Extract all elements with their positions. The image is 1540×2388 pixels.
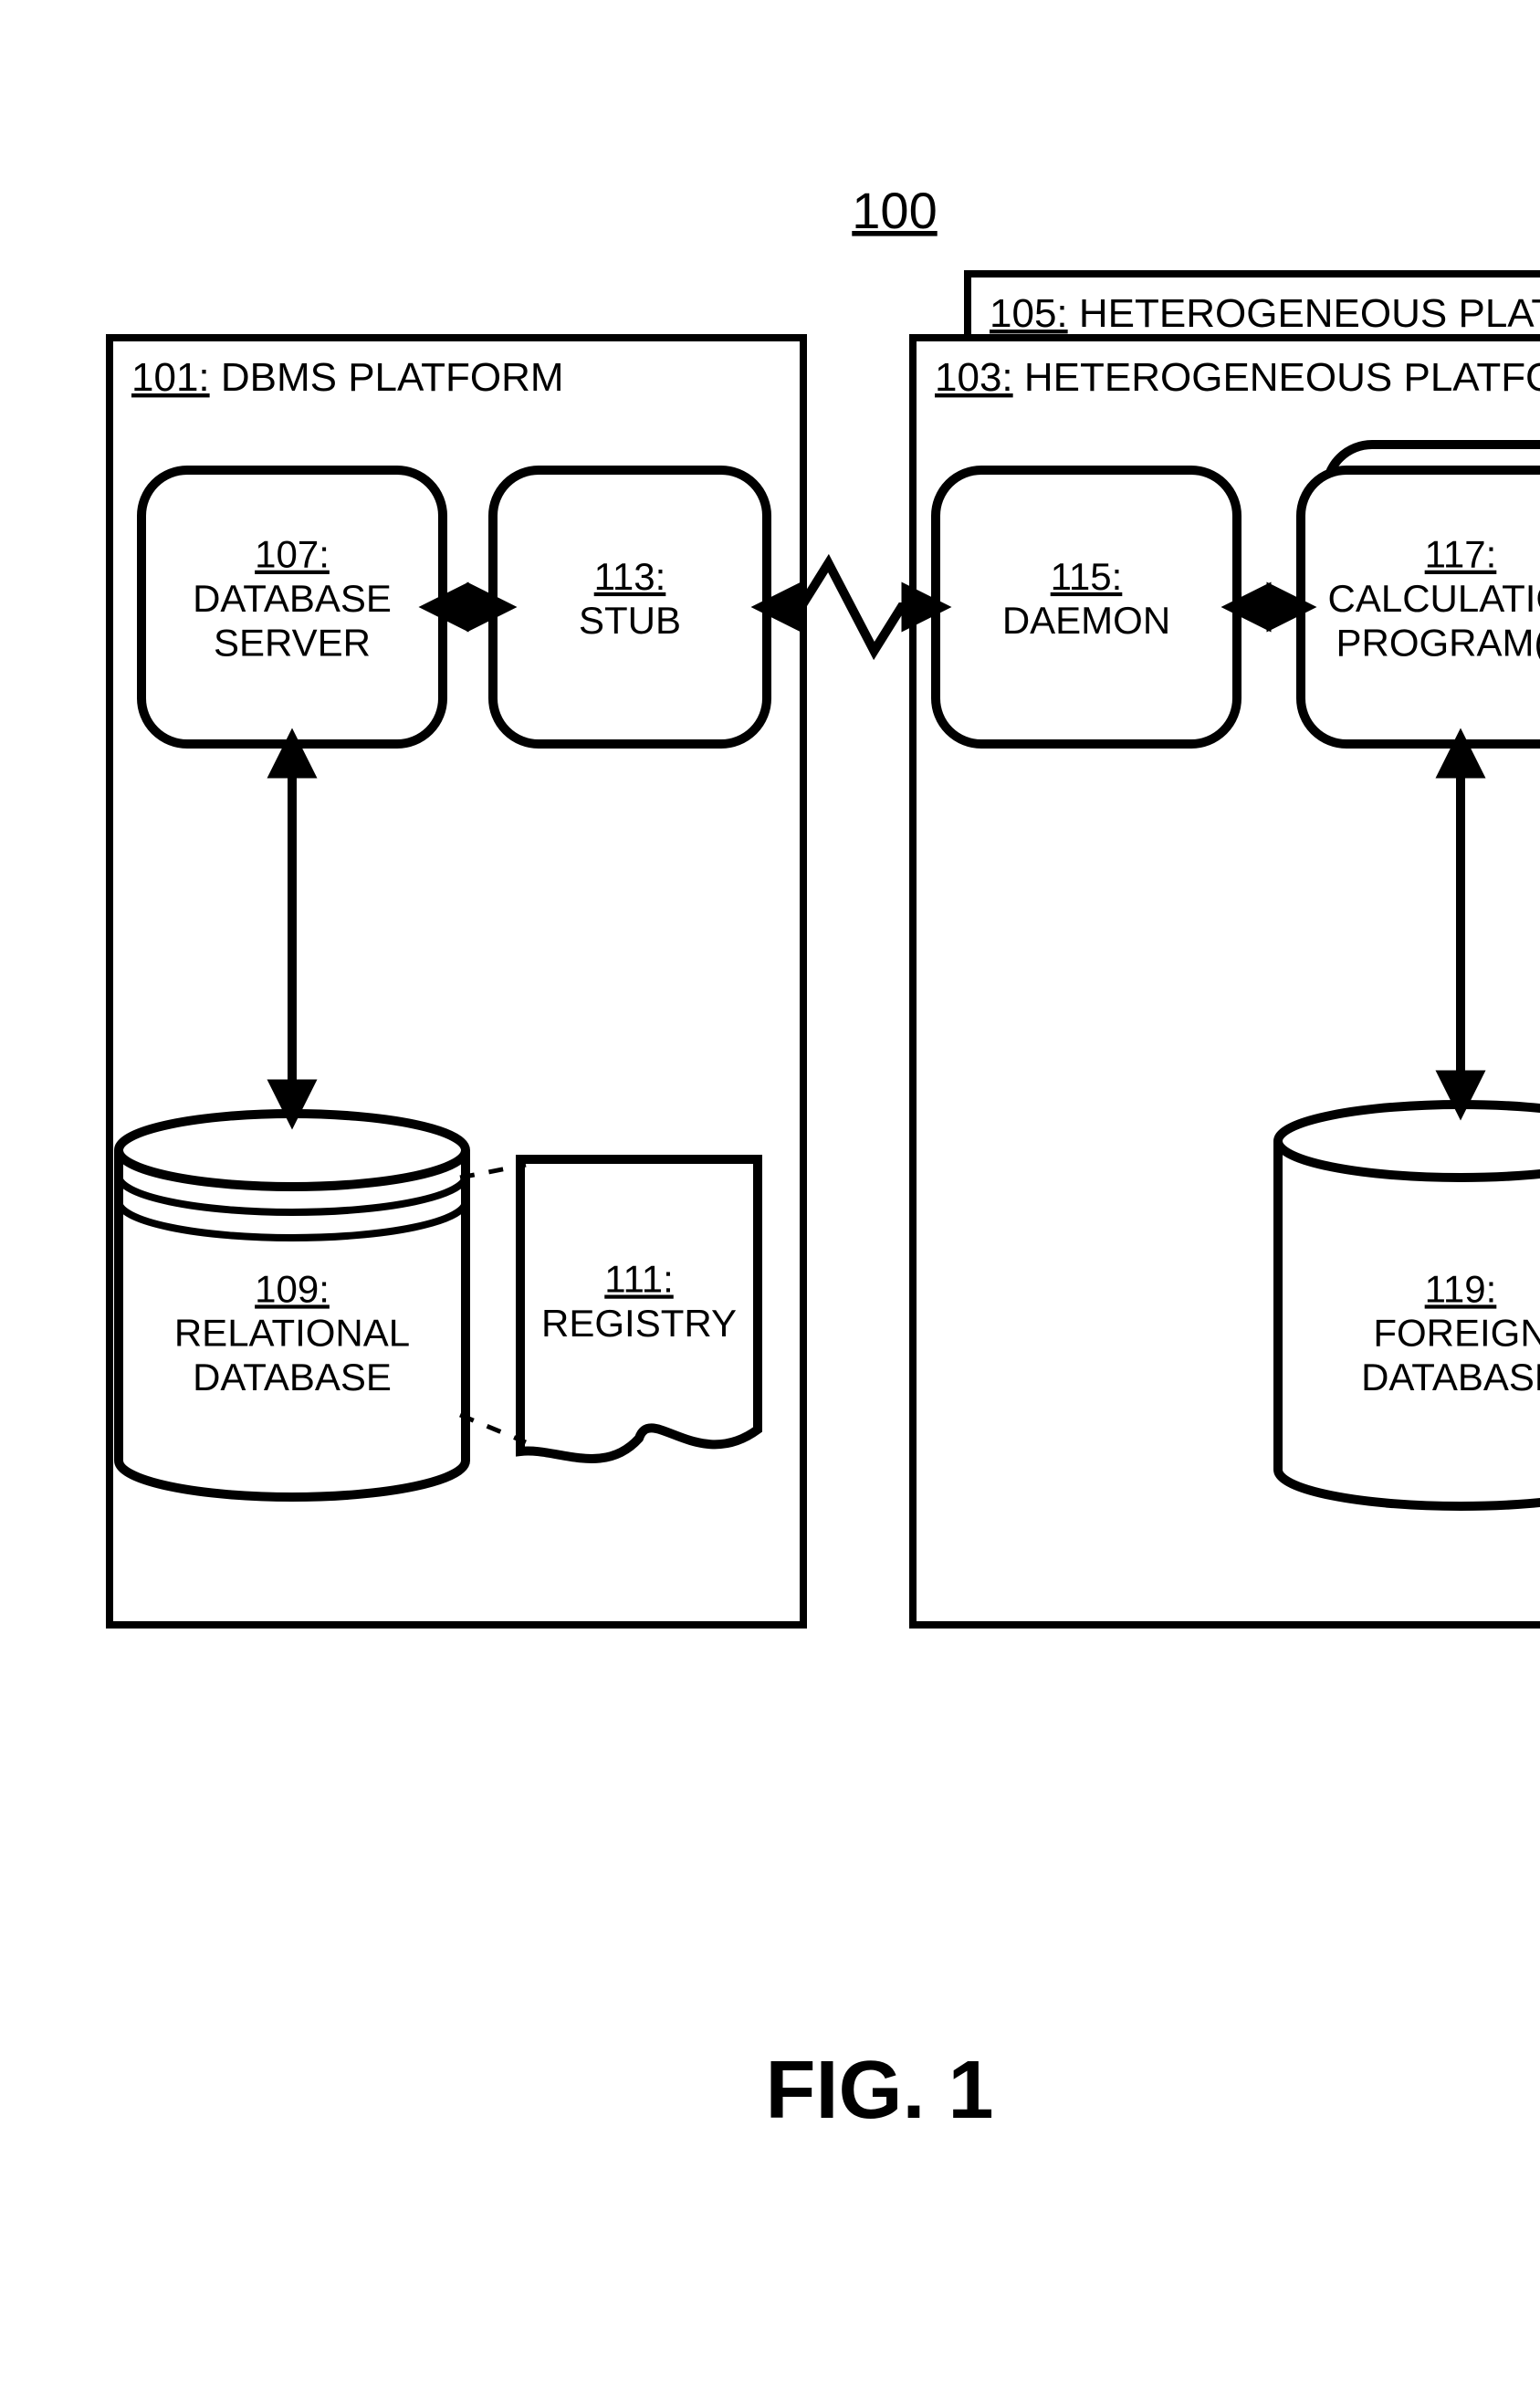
arrow-stub-daemon <box>796 563 906 651</box>
database-server-node: 107:DATABASESERVER <box>141 470 443 744</box>
registry-label: REGISTRY <box>541 1302 737 1345</box>
stub-node: 113:STUB <box>493 470 767 744</box>
daemon-node-ref: 115: <box>1051 555 1123 598</box>
daemon-node: 115:DAEMON <box>936 470 1237 744</box>
relational-db-node: 109:RELATIONALDATABASE <box>119 1114 466 1497</box>
registry-node: 111:REGISTRY <box>520 1159 758 1459</box>
heterogeneous-platform-back-label: 105: HETEROGENEOUS PLATFORM(S) <box>990 291 1540 336</box>
stub-node-ref: 113: <box>594 555 666 598</box>
foreign-db-node-label-1: FOREIGN <box>1373 1312 1540 1355</box>
calc-program-node-label-2: PROGRAM(S) <box>1336 621 1540 664</box>
heterogeneous-platform-front-label: 103: HETEROGENEOUS PLATFORM <box>935 355 1540 400</box>
calc-program-node: 117:CALCULATIONPROGRAM(S) <box>1301 445 1540 744</box>
daemon-node-label-1: DAEMON <box>1002 599 1170 642</box>
relational-db-node-label-2: DATABASE <box>193 1356 392 1398</box>
stub-node-label-1: STUB <box>579 599 681 642</box>
relational-db-node-ref: 109: <box>255 1267 330 1310</box>
foreign-db-node-label-2: DATABASE <box>1361 1356 1540 1398</box>
database-server-node-label-2: SERVER <box>214 621 371 664</box>
database-server-node-ref: 107: <box>255 533 330 576</box>
diagram-id-label: 100 <box>852 182 937 239</box>
calc-program-node-label-1: CALCULATION <box>1328 577 1540 620</box>
database-server-node-label-1: DATABASE <box>193 577 392 620</box>
registry-ref: 111: <box>604 1258 674 1301</box>
relational-db-node-label-1: RELATIONAL <box>174 1312 410 1355</box>
figure-label: FIG. 1 <box>765 2045 993 2136</box>
foreign-db-node-ref: 119: <box>1425 1267 1497 1310</box>
foreign-db-node: 119:FOREIGNDATABASE <box>1278 1105 1540 1506</box>
diagram-root: 100 105: HETEROGENEOUS PLATFORM(S) 103: HE… <box>0 0 1540 2388</box>
dbms-platform-label: 101: DBMS PLATFORM <box>131 355 564 400</box>
calc-program-node-ref: 117: <box>1425 533 1497 576</box>
